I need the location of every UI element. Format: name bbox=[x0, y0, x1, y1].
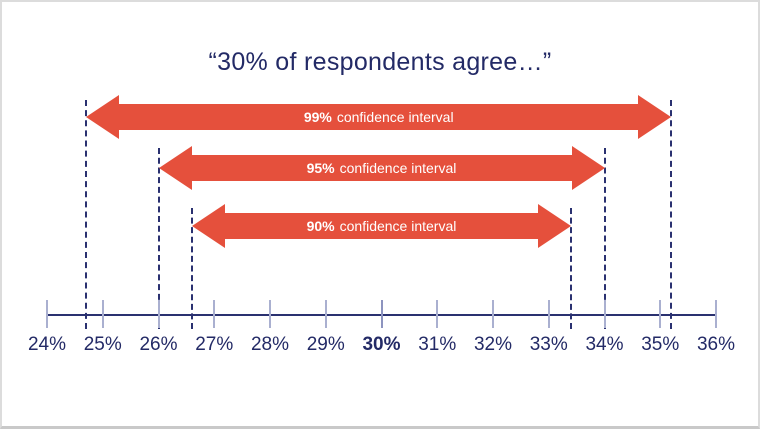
axis-tick-34 bbox=[603, 300, 606, 328]
axis-tick-26 bbox=[157, 300, 160, 328]
interval-arrow-99: 99% confidence interval bbox=[86, 95, 672, 139]
interval-guide-high-99 bbox=[670, 100, 673, 329]
axis-tick-36 bbox=[715, 300, 717, 328]
axis-tick-24 bbox=[46, 300, 48, 328]
interval-arrow-shaft: 90% confidence interval bbox=[221, 213, 542, 239]
interval-level-label: 95% bbox=[306, 160, 335, 176]
interval-guide-low-95 bbox=[157, 148, 160, 329]
axis-tick-label-27: 27% bbox=[195, 334, 234, 355]
axis-tick-label-35: 35% bbox=[641, 334, 680, 355]
axis-tick-label-30: 30% bbox=[362, 334, 401, 355]
axis-tick-32 bbox=[492, 300, 494, 328]
interval-arrow-shaft: 95% confidence interval bbox=[188, 155, 575, 181]
interval-text-label: confidence interval bbox=[339, 218, 457, 234]
axis-tick-28 bbox=[269, 300, 271, 328]
axis-tick-label-26: 26% bbox=[139, 334, 178, 355]
chart-title: “30% of respondents agree…” bbox=[208, 48, 552, 76]
axis-tick-29 bbox=[324, 300, 327, 328]
axis-tick-31 bbox=[436, 300, 439, 328]
interval-guide-low-99 bbox=[85, 100, 88, 329]
axis-tick-label-34: 34% bbox=[585, 334, 624, 355]
arrow-right-point-icon bbox=[638, 95, 672, 139]
interval-guide-high-95 bbox=[603, 148, 606, 329]
axis-tick-label-29: 29% bbox=[306, 334, 345, 355]
interval-level-label: 99% bbox=[303, 109, 332, 125]
interval-arrow-95: 95% confidence interval bbox=[158, 146, 605, 190]
interval-level-label: 90% bbox=[306, 218, 335, 234]
arrow-left-point-icon bbox=[191, 204, 225, 248]
interval-text-label: confidence interval bbox=[336, 109, 454, 125]
interval-arrow-90: 90% confidence interval bbox=[191, 204, 572, 248]
axis-tick-label-32: 32% bbox=[473, 334, 513, 355]
axis-tick-35 bbox=[659, 300, 662, 328]
interval-guide-high-90 bbox=[570, 208, 573, 329]
arrow-right-point-icon bbox=[538, 204, 572, 248]
arrow-left-point-icon bbox=[158, 146, 192, 190]
interval-text-label: confidence interval bbox=[339, 160, 457, 176]
axis-tick-label-24: 24% bbox=[27, 334, 67, 355]
axis-tick-30 bbox=[380, 300, 383, 328]
arrow-right-point-icon bbox=[571, 146, 605, 190]
interval-arrow-shaft: 99% confidence interval bbox=[116, 104, 642, 130]
axis-tick-label-25: 25% bbox=[83, 334, 122, 355]
axis-tick-33 bbox=[547, 300, 550, 328]
axis-tick-label-28: 28% bbox=[250, 334, 290, 355]
axis-tick-label-31: 31% bbox=[418, 334, 457, 355]
axis-tick-label-33: 33% bbox=[529, 334, 568, 355]
axis-tick-label-36: 36% bbox=[696, 334, 736, 355]
axis-tick-27 bbox=[213, 300, 216, 328]
interval-guide-low-90 bbox=[190, 208, 193, 329]
arrow-left-point-icon bbox=[86, 95, 120, 139]
axis-tick-25 bbox=[101, 300, 104, 328]
